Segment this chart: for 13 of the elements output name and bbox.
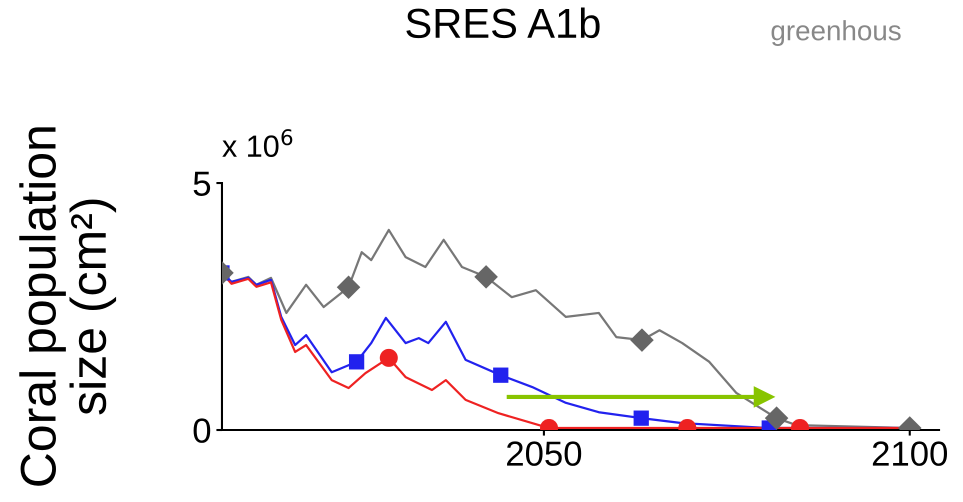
chart-subtitle: greenhous — [772, 20, 901, 46]
y-axis-title: Coral population size (cm²) — [19, 127, 116, 486]
point — [348, 354, 364, 370]
text: x 10$^{6}$ — [222, 129, 292, 157]
x-tick-label: 2100 — [872, 441, 948, 466]
x-tick-label: 2050 — [507, 441, 582, 466]
point — [630, 328, 654, 352]
point — [380, 348, 398, 367]
y-tick-label: 0 — [194, 418, 210, 443]
point — [474, 265, 498, 289]
chart-title: SRES A1b — [406, 8, 600, 38]
point — [336, 275, 360, 300]
y-tick-label: 5 — [194, 172, 210, 196]
